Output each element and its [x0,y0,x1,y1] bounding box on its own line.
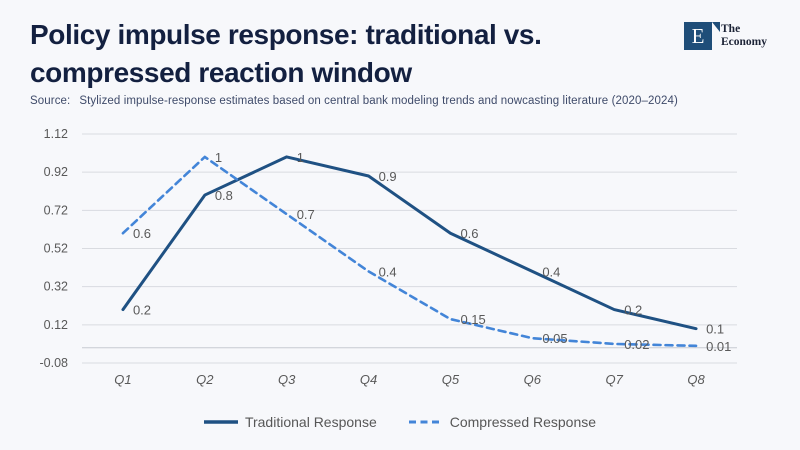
data-label: 0.02 [624,337,649,352]
page-title: Policy impulse response: traditional vs.… [30,16,542,92]
source-label: Source: [30,95,71,107]
x-axis-category-label: Q6 [524,372,542,387]
data-label: 1 [297,150,304,165]
y-axis-tick-label: -0.08 [40,356,69,370]
brand-name-line1: The [721,23,741,35]
y-axis-tick-label: 0.72 [44,203,68,217]
data-label: 0.2 [624,303,642,318]
data-label: 0.01 [706,339,731,354]
y-axis-tick-label: 0.12 [44,318,68,332]
legend-label: Traditional Response [244,414,377,430]
legend-item-traditional-response: Traditional Response [203,414,377,430]
data-label: 0.9 [379,169,397,184]
brand-name-line2: Economy [721,35,767,48]
legend-swatch-solid-line [203,420,238,424]
legend-swatch-dashed-line [408,420,443,424]
legend-item-compressed-response: Compressed Response [408,414,597,430]
source-note: Source: Stylized impulse-response estimat… [30,95,678,107]
data-label: 0.15 [460,312,485,327]
x-axis-category-label: Q4 [360,372,377,387]
y-axis-tick-label: 1.12 [44,127,68,141]
data-label: 0.6 [460,226,478,241]
x-axis-category-label: Q7 [606,372,624,387]
y-axis-tick-label: 0.92 [44,165,68,179]
data-label: 0.1 [706,322,724,337]
data-label: 0.2 [133,303,151,318]
brand-logo-letter: E [691,23,705,48]
x-axis-category-label: Q3 [278,372,296,387]
x-axis-category-label: Q8 [687,372,705,387]
page-title-line2: compressed reaction window [30,57,412,88]
source-text: Stylized impulse-response estimates base… [79,95,678,107]
brand-name: The Economy [721,23,767,48]
x-axis-category-label: Q5 [442,372,460,387]
brand-logo: E The Economy [684,22,767,50]
chart-legend: Traditional Response Compressed Response [0,414,800,430]
data-label: 0.05 [542,331,567,346]
x-axis-category-label: Q2 [196,372,214,387]
legend-label: Compressed Response [449,414,597,430]
x-axis-category-label: Q1 [114,372,131,387]
y-axis-tick-label: 0.32 [44,280,68,294]
impulse-response-line-chart: 1.12 0.92 0.72 0.52 0.32 0.12 -0.08 Q1 Q2 Q3 Q4 Q5 Q… [40,127,737,387]
data-label: 0.4 [542,264,560,279]
brand-logo-mark: E [684,22,712,50]
data-label: 0.6 [133,226,151,241]
data-label: 0.4 [379,264,397,279]
page-title-line1: Policy impulse response: traditional vs. [30,19,542,50]
data-label: 0.7 [297,207,315,222]
series-line-compressed-response [121,155,698,348]
brand-logo-accent-triangle [712,22,720,32]
series-line-traditional-response [121,155,698,331]
y-axis-tick-label: 0.52 [44,242,68,256]
data-label: 1 [215,150,222,165]
data-label: 0.8 [215,188,233,203]
